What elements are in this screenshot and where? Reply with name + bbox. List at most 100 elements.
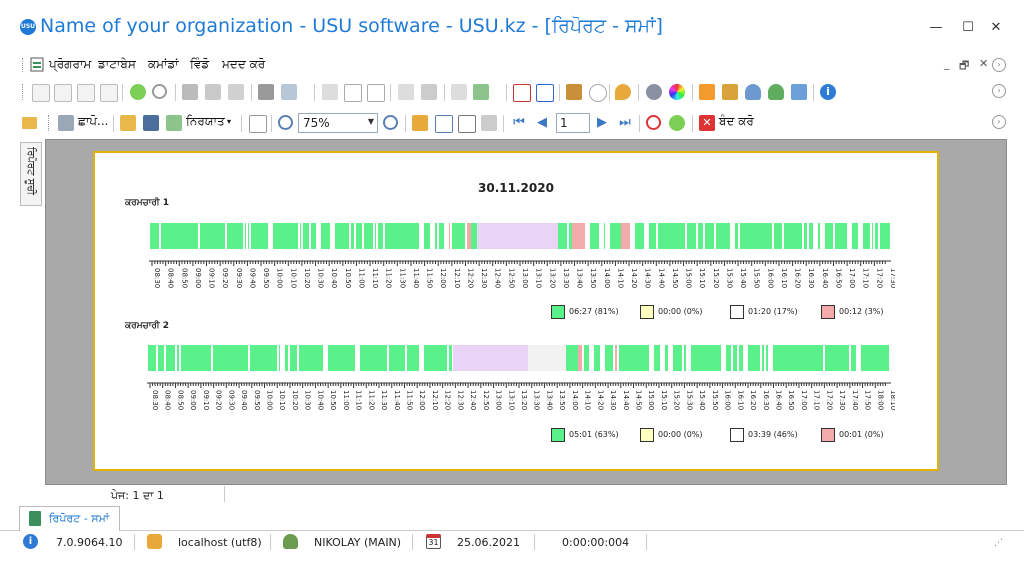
tab-report-time[interactable]: ਰਿਪੋਰਟ - ਸਮਾਂ xyxy=(19,506,120,531)
zoom-value: 75% xyxy=(303,116,330,130)
employee-1-tick-label: 15:50 xyxy=(753,268,761,288)
legend-2-inactive-swatch xyxy=(821,428,835,442)
color-palette-icon[interactable] xyxy=(669,84,685,100)
copy-doc-icon[interactable] xyxy=(451,84,467,100)
first-page-icon[interactable]: ⏮ xyxy=(513,115,525,130)
save-icon[interactable] xyxy=(100,84,118,102)
employee-2-tick-label: 12:00 xyxy=(418,390,426,410)
rss-icon[interactable] xyxy=(699,84,715,100)
mdi-restore-button[interactable]: 🗗 xyxy=(959,59,970,72)
close-report-button[interactable]: ਬੰਦ ਕਰੋ xyxy=(719,114,754,128)
employee-1-tick-label: 12:40 xyxy=(494,268,502,288)
employee-1-tick-label: 13:10 xyxy=(535,268,543,288)
menubar-overflow-icon[interactable]: › xyxy=(992,58,1006,72)
employee-2-activity-segment xyxy=(272,345,277,371)
image-icon[interactable] xyxy=(281,84,297,100)
note-icon[interactable] xyxy=(421,84,437,100)
employee-1-tick-label: 15:00 xyxy=(685,268,693,288)
users-icon[interactable] xyxy=(768,84,784,100)
menu-grip[interactable] xyxy=(22,58,26,72)
page-setup-icon[interactable] xyxy=(249,115,267,133)
export-button[interactable]: ਨਿਰਯਾਤ xyxy=(186,114,225,128)
location-pin-icon[interactable] xyxy=(615,84,631,100)
new-window-icon[interactable] xyxy=(513,84,531,102)
info-icon[interactable]: i xyxy=(820,84,836,100)
close-button[interactable]: ✕ xyxy=(990,20,1002,35)
search-icon[interactable] xyxy=(152,84,167,99)
employee-1-tick-label: 14:40 xyxy=(657,268,665,288)
lock-icon[interactable] xyxy=(722,84,738,100)
excel-export-icon[interactable] xyxy=(473,84,489,100)
export-icon[interactable] xyxy=(166,115,182,131)
stop-icon[interactable] xyxy=(646,115,661,130)
tools-icon[interactable] xyxy=(791,84,807,100)
last-page-icon[interactable]: ⏭ xyxy=(619,115,631,130)
mdi-close-button[interactable]: ✕ xyxy=(979,57,989,70)
expand-icon[interactable] xyxy=(367,84,385,102)
flag-icon[interactable] xyxy=(258,84,274,100)
employee-2-tick-label: 14:50 xyxy=(635,390,643,410)
design-icon[interactable] xyxy=(481,115,497,131)
toolbar-overflow-icon[interactable]: › xyxy=(992,84,1006,98)
open-folder-icon[interactable] xyxy=(120,115,136,131)
folder-icon[interactable] xyxy=(22,117,37,129)
employee-2-tick-label: 18:10 xyxy=(889,390,895,410)
layout-icon[interactable] xyxy=(435,115,453,133)
delete-icon[interactable] xyxy=(32,84,50,102)
list-icon[interactable] xyxy=(322,84,338,100)
gear-icon[interactable] xyxy=(646,84,662,100)
toolbar-grip[interactable] xyxy=(48,115,52,131)
employee-2-activity-segment xyxy=(250,345,272,371)
employee-2-tick-label: 12:30 xyxy=(456,390,464,410)
add-column-icon[interactable] xyxy=(398,84,414,100)
collapse-icon[interactable] xyxy=(344,84,362,102)
legend-2-active-label: 05:01 (63%) xyxy=(569,430,619,439)
separator xyxy=(224,486,225,502)
report-viewer[interactable]: 30.11.2020 ਕਰਮਚਾਰੀ 1 08:30 08:40 08:50 09:0… xyxy=(45,139,1007,485)
edit-icon[interactable] xyxy=(77,84,95,102)
employee-1-activity-segment xyxy=(835,223,847,249)
menu-commands[interactable]: ਕਮਾਂਡਾਂ xyxy=(148,57,179,71)
zoom-select[interactable]: 75% ▼ xyxy=(298,113,378,133)
save-report-icon[interactable] xyxy=(143,115,159,131)
next-page-icon[interactable]: ▶ xyxy=(597,115,607,130)
filter-settings-icon[interactable] xyxy=(228,84,244,100)
open-window-icon[interactable] xyxy=(536,84,554,102)
refresh-report-icon[interactable] xyxy=(669,115,685,131)
filter-clear-icon[interactable] xyxy=(205,84,221,100)
menu-program[interactable]: ਪ੍ਰੋਗਰਾਮ xyxy=(49,57,92,71)
print-icon[interactable] xyxy=(58,115,74,131)
forward-icon[interactable] xyxy=(589,84,607,102)
employee-1-activity-segment xyxy=(342,223,349,249)
filter-icon[interactable] xyxy=(182,84,198,100)
menu-window[interactable]: ਵਿੰਡੋ xyxy=(190,57,210,71)
zoom-out-icon[interactable] xyxy=(383,115,398,130)
user-settings-icon[interactable] xyxy=(745,84,761,100)
export-dropdown-icon[interactable]: ▾ xyxy=(227,117,232,126)
tree-icon[interactable] xyxy=(412,115,428,131)
employee-1-tick-label: 09:20 xyxy=(221,268,229,288)
minimize-button[interactable]: — xyxy=(929,20,943,35)
toolbar-grip[interactable] xyxy=(22,84,26,100)
close-report-icon[interactable]: ✕ xyxy=(699,115,715,131)
print-button[interactable]: ਛਾਪੋ... xyxy=(78,114,109,128)
maximize-button[interactable]: ☐ xyxy=(962,20,974,35)
exit-icon[interactable] xyxy=(566,84,582,100)
report-list-tab[interactable]: ਰਿਪੋਰਟ ਸੂਚੀ xyxy=(20,142,42,206)
resize-grip[interactable]: ⋰ xyxy=(994,538,1003,548)
copy-icon[interactable] xyxy=(54,84,72,102)
find-icon[interactable] xyxy=(458,115,476,133)
separator xyxy=(692,84,693,101)
employee-2-activity-segment xyxy=(795,345,802,371)
refresh-icon[interactable] xyxy=(130,84,146,100)
employee-2-activity-segment xyxy=(673,345,679,371)
mdi-minimize-button[interactable]: _ xyxy=(944,57,950,70)
page-number-input[interactable]: 1 xyxy=(556,113,590,133)
report-toolbar-overflow-icon[interactable]: › xyxy=(992,115,1006,129)
zoom-in-icon[interactable] xyxy=(278,115,293,130)
prev-page-icon[interactable]: ◀ xyxy=(537,115,547,130)
menu-help[interactable]: ਮਦਦ ਕਰੋ xyxy=(222,57,266,71)
employee-2-absent-segment xyxy=(528,345,566,371)
menu-database[interactable]: ਡਾਟਾਬੇਸ xyxy=(98,57,136,71)
employee-2-tick-label: 11:30 xyxy=(380,390,388,410)
